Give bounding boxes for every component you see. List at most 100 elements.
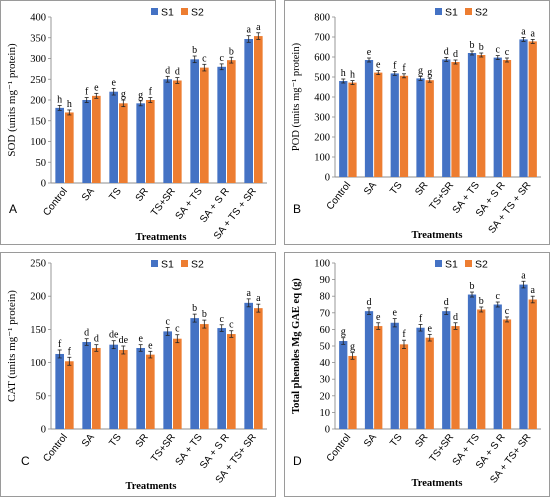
significance-letter: c <box>496 291 501 302</box>
bar-s1 <box>244 38 253 184</box>
significance-letter: g <box>138 90 143 101</box>
bar-s2 <box>254 36 263 184</box>
y-tick-label: 10 <box>320 408 331 419</box>
significance-letter: b <box>192 303 197 314</box>
bar-s2 <box>92 347 101 429</box>
bar-s1 <box>416 78 425 177</box>
bar-s1 <box>136 347 145 429</box>
significance-letter: c <box>165 316 170 327</box>
significance-letter: c <box>219 314 224 325</box>
bar-s1 <box>467 53 477 177</box>
bar-s1 <box>442 59 451 177</box>
x-tick-label: TS <box>107 186 124 203</box>
bar-s2 <box>348 355 357 429</box>
bar-s1 <box>109 91 118 183</box>
significance-letter: g <box>121 89 126 100</box>
significance-letter: e <box>376 60 381 71</box>
y-axis-label: Total phenoles Mg GAE eq (g) <box>291 278 302 414</box>
bar-s1 <box>442 311 451 429</box>
bar-s1 <box>217 66 226 183</box>
y-tick-label: 60 <box>320 325 331 336</box>
significance-letter: f <box>402 329 406 340</box>
bar-s2 <box>227 334 236 429</box>
significance-letter: b <box>470 281 475 292</box>
legend-swatch-s1 <box>151 8 158 15</box>
significance-letter: d <box>453 49 458 60</box>
y-tick-label: 70 <box>320 308 331 319</box>
y-tick-label: 30 <box>320 375 331 386</box>
legend-swatch-s2 <box>181 8 188 15</box>
bar-s1 <box>163 331 172 429</box>
bar-s1 <box>82 342 91 429</box>
bar-s2 <box>477 55 486 177</box>
bar-s2 <box>528 41 537 178</box>
significance-letter: f <box>85 87 89 98</box>
y-tick-label: 0 <box>41 425 46 436</box>
significance-letter: f <box>58 339 62 350</box>
bar-s1 <box>467 294 477 429</box>
y-tick-label: 50 <box>36 391 47 402</box>
y-tick-label: 150 <box>30 325 46 336</box>
legend-label: S2 <box>475 7 488 19</box>
significance-letter: b <box>202 309 207 320</box>
significance-letter: e <box>148 340 153 351</box>
bar-s1 <box>364 311 374 429</box>
legend-label: S2 <box>191 7 204 19</box>
significance-letter: f <box>402 63 406 74</box>
significance-letter: c <box>505 306 510 317</box>
x-tick-label: SR <box>413 180 430 198</box>
bar-s1 <box>109 344 118 429</box>
bar-s2 <box>119 349 128 429</box>
bar-s2 <box>173 338 182 429</box>
bar-s2 <box>374 326 383 429</box>
legend-swatch-s2 <box>465 260 472 267</box>
bar-s2 <box>399 344 409 429</box>
significance-letter: b <box>229 46 234 57</box>
bar-s1 <box>390 73 399 177</box>
significance-letter: d <box>165 65 170 76</box>
bar-s2 <box>119 103 128 183</box>
bar-s2 <box>374 72 383 177</box>
x-tick-label: Control <box>41 186 70 218</box>
significance-letter: e <box>94 82 99 93</box>
bar-s1 <box>82 100 91 183</box>
x-tick-label: Control <box>325 180 354 212</box>
legend-label: S1 <box>445 259 458 271</box>
significance-letter: f <box>393 60 397 71</box>
bar-s2 <box>227 60 236 183</box>
legend-swatch-s1 <box>435 8 442 15</box>
x-tick-label: SR <box>134 186 151 204</box>
significance-letter: h <box>341 68 346 79</box>
significance-letter: d <box>444 46 449 57</box>
y-axis-label: SOD (units mg⁻¹ protein) <box>6 43 18 157</box>
y-tick-label: 250 <box>30 259 46 270</box>
x-axis-label: Treatments <box>412 478 463 489</box>
y-tick-label: 500 <box>314 73 330 84</box>
chart-panel-phenols: 0 10 20 30 40 50 60 70 80 90 100 g g Control d e SA e f TS f… <box>284 252 550 497</box>
legend-swatch-s2 <box>465 8 472 15</box>
bar-s1 <box>55 107 64 183</box>
significance-letter: e <box>393 308 398 319</box>
bar-s2 <box>146 354 155 429</box>
significance-letter: c <box>229 320 234 331</box>
bar-s2 <box>200 67 209 183</box>
bar-s2 <box>65 112 74 183</box>
legend-swatch-s1 <box>151 260 158 267</box>
phenols-chart: 0102030405060708090100ggControldeSAefTSf… <box>291 259 541 489</box>
chart-panel-pod: 0 100 200 300 400 500 600 700 800 h h Control e e SA f f… <box>284 0 550 245</box>
bar-s1 <box>390 322 399 429</box>
bar-s2 <box>528 299 537 429</box>
significance-letter: a <box>521 270 526 281</box>
bar-s1 <box>519 284 528 429</box>
significance-letter: e <box>138 334 143 345</box>
significance-letter: c <box>175 324 180 335</box>
chart-panel-sod: 0 50 100 150 200 250 300 350 400 h h Control f e SA e g T… <box>0 0 276 245</box>
bar-s2 <box>146 100 155 183</box>
y-tick-label: 300 <box>30 54 46 65</box>
bar-s1 <box>493 304 502 429</box>
y-tick-label: 200 <box>314 133 330 144</box>
x-tick-label: SR <box>134 432 151 450</box>
bar-s1 <box>190 59 199 183</box>
bar-s1 <box>339 341 348 429</box>
